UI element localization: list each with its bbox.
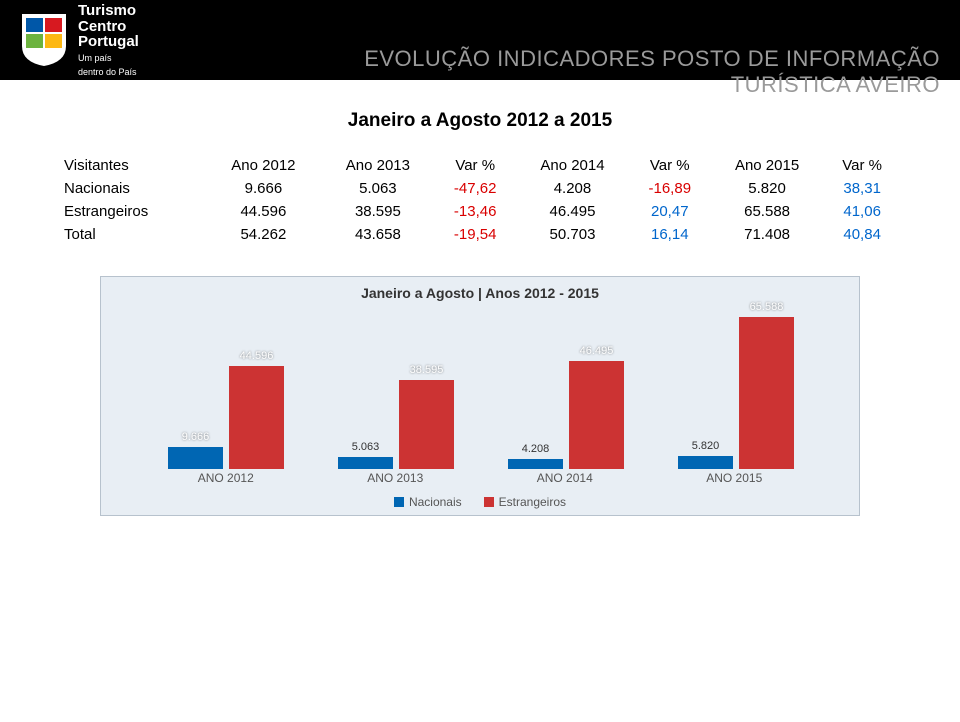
logo-tag-2: dentro do País — [78, 68, 139, 77]
col-header: Var % — [630, 154, 710, 177]
table-cell: -16,89 — [630, 177, 710, 200]
bar-value-label: 44.596 — [229, 350, 284, 362]
bar: 9.666 — [168, 447, 223, 469]
logo: Turismo Centro Portugal Um país dentro d… — [0, 3, 139, 77]
table-cell: -19,54 — [435, 223, 515, 246]
bar-value-label: 38.595 — [399, 364, 454, 376]
x-tick: ANO 2014 — [480, 471, 650, 485]
table-cell: 20,47 — [630, 200, 710, 223]
table-cell: 71.408 — [710, 223, 824, 246]
x-tick: ANO 2012 — [141, 471, 311, 485]
x-tick: ANO 2013 — [311, 471, 481, 485]
table-cell: -13,46 — [435, 200, 515, 223]
chart-legend: Nacionais Estrangeiros — [101, 495, 859, 509]
bar-group: 4.208 46.495 — [508, 361, 628, 469]
table-cell: Nacionais — [60, 177, 206, 200]
bar-value-label: 5.063 — [338, 441, 393, 453]
table-cell: 38,31 — [824, 177, 900, 200]
col-header: Visitantes — [60, 154, 206, 177]
table-cell: 44.596 — [206, 200, 320, 223]
table-cell: Total — [60, 223, 206, 246]
table-cell: 46.495 — [515, 200, 629, 223]
table-cell: -47,62 — [435, 177, 515, 200]
bar: 44.596 — [229, 366, 284, 469]
legend-swatch — [484, 497, 494, 507]
period-title: Janeiro a Agosto 2012 a 2015 — [60, 110, 900, 132]
chart-title: Janeiro a Agosto | Anos 2012 - 2015 — [101, 285, 859, 301]
logo-tag-1: Um país — [78, 54, 139, 63]
page-title: TURISMO NA REGIÃO CENTRO DE PORTUGAL — [270, 20, 940, 46]
bar: 5.820 — [678, 456, 733, 469]
bar-value-label: 5.820 — [678, 440, 733, 452]
table-cell: 65.588 — [710, 200, 824, 223]
col-header: Ano 2013 — [321, 154, 435, 177]
table-cell: 50.703 — [515, 223, 629, 246]
legend-item: Estrangeiros — [484, 495, 566, 509]
data-table: VisitantesAno 2012Ano 2013Var %Ano 2014V… — [60, 154, 900, 246]
shield-icon — [20, 12, 68, 68]
table-row: Estrangeiros44.59638.595-13,4646.49520,4… — [60, 200, 900, 223]
bar-value-label: 65.588 — [739, 301, 794, 313]
bar-value-label: 4.208 — [508, 443, 563, 455]
bar: 65.588 — [739, 317, 794, 469]
chart-x-axis: ANO 2012ANO 2013ANO 2014ANO 2015 — [141, 471, 819, 485]
bar: 4.208 — [508, 459, 563, 469]
legend-swatch — [394, 497, 404, 507]
table-row: Total54.26243.658-19,5450.70316,1471.408… — [60, 223, 900, 246]
chart-plot: 9.666 44.596 5.063 38.595 4.208 46.495 5.820 65… — [141, 309, 819, 469]
table-cell: 5.820 — [710, 177, 824, 200]
col-header: Ano 2015 — [710, 154, 824, 177]
bar-chart: Janeiro a Agosto | Anos 2012 - 2015 9.66… — [100, 276, 860, 516]
table-cell: 54.262 — [206, 223, 320, 246]
x-tick: ANO 2015 — [650, 471, 820, 485]
bar-group: 9.666 44.596 — [168, 366, 288, 469]
table-cell: 9.666 — [206, 177, 320, 200]
col-header: Ano 2014 — [515, 154, 629, 177]
table-cell: Estrangeiros — [60, 200, 206, 223]
col-header: Var % — [435, 154, 515, 177]
table-cell: 16,14 — [630, 223, 710, 246]
page-titles: TURISMO NA REGIÃO CENTRO DE PORTUGAL EVO… — [270, 20, 940, 98]
logo-title-2: Centro — [78, 19, 139, 35]
bar: 38.595 — [399, 380, 454, 469]
table-cell: 38.595 — [321, 200, 435, 223]
legend-label: Estrangeiros — [499, 495, 566, 509]
table-cell: 4.208 — [515, 177, 629, 200]
table-cell: 5.063 — [321, 177, 435, 200]
legend-item: Nacionais — [394, 495, 462, 509]
page-subtitle: EVOLUÇÃO INDICADORES POSTO DE INFORMAÇÃO… — [270, 46, 940, 98]
table-cell: 40,84 — [824, 223, 900, 246]
logo-title-3: Portugal — [78, 34, 139, 50]
bar-value-label: 9.666 — [168, 431, 223, 443]
bar-group: 5.063 38.595 — [338, 380, 458, 469]
bar: 46.495 — [569, 361, 624, 469]
table-row: Nacionais9.6665.063-47,624.208-16,895.82… — [60, 177, 900, 200]
table-cell: 41,06 — [824, 200, 900, 223]
legend-label: Nacionais — [409, 495, 462, 509]
logo-title-1: Turismo — [78, 3, 139, 19]
bar-value-label: 46.495 — [569, 345, 624, 357]
col-header: Var % — [824, 154, 900, 177]
table-cell: 43.658 — [321, 223, 435, 246]
col-header: Ano 2012 — [206, 154, 320, 177]
content: Janeiro a Agosto 2012 a 2015 VisitantesA… — [0, 110, 960, 516]
bar: 5.063 — [338, 457, 393, 469]
bar-group: 5.820 65.588 — [678, 317, 798, 469]
